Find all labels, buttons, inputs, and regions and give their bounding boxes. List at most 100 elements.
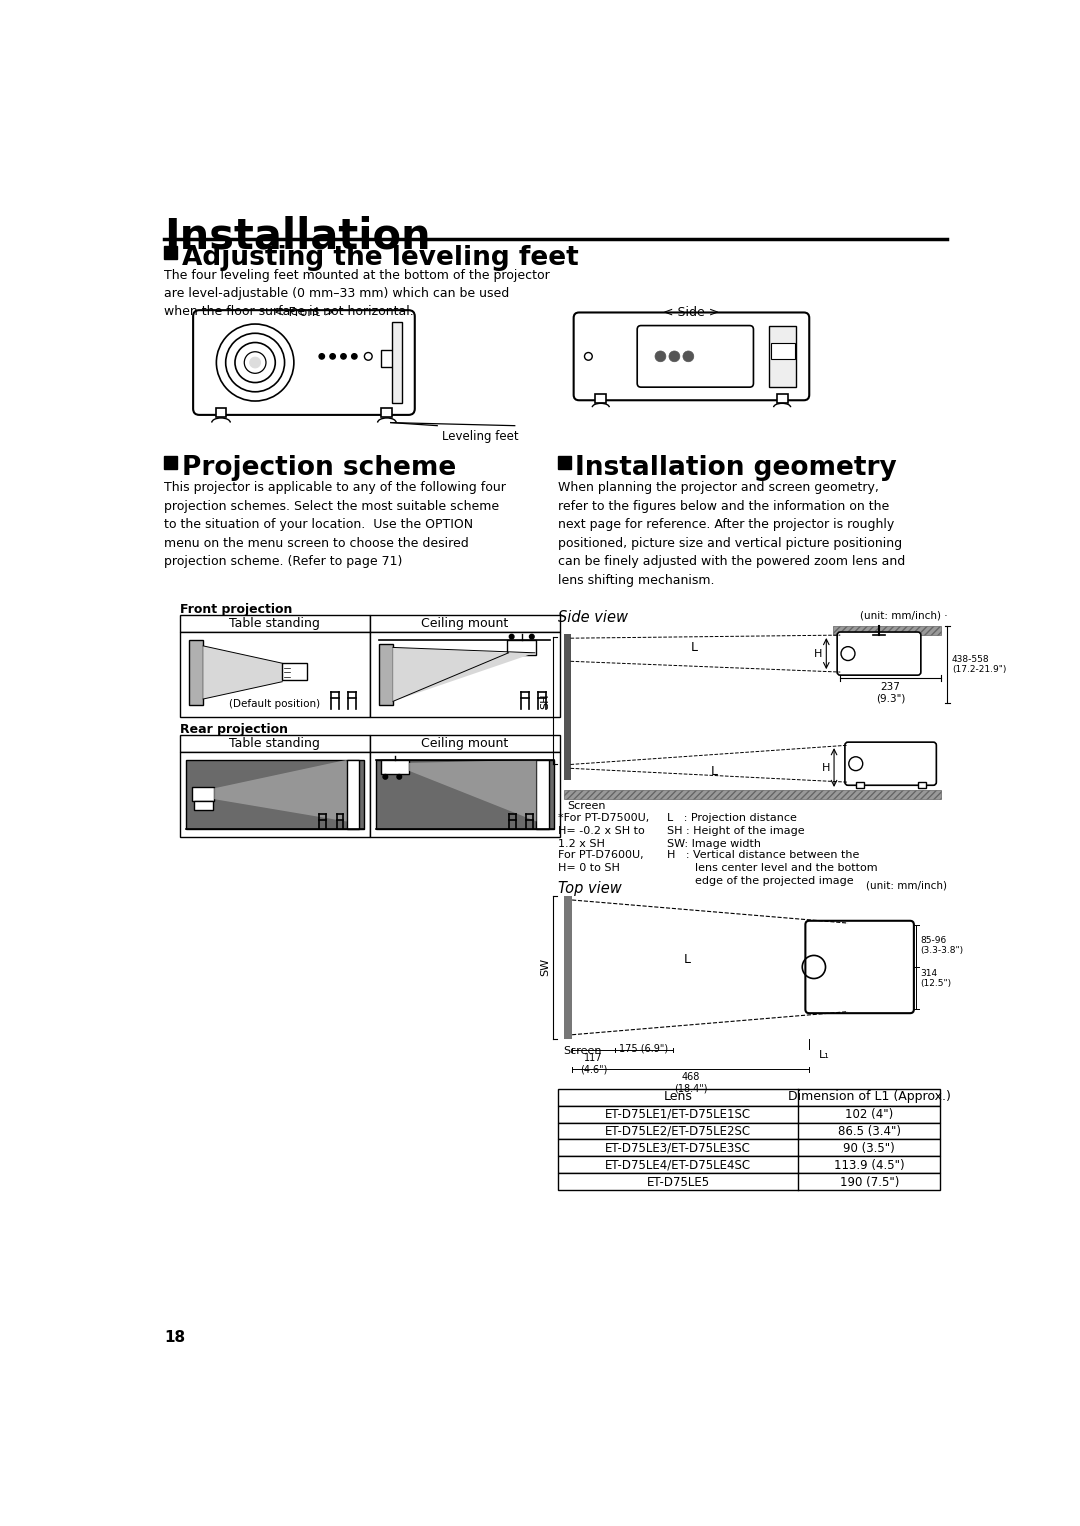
Bar	[565, 790, 941, 800]
Bar	[771, 342, 795, 360]
Text: Projection scheme: Projection scheme	[181, 455, 456, 481]
Text: 86.5 (3.4"): 86.5 (3.4")	[838, 1125, 901, 1138]
Bar	[855, 783, 864, 787]
Text: Table standing: Table standing	[229, 737, 321, 749]
Circle shape	[656, 351, 666, 362]
Text: 90 (3.5"): 90 (3.5")	[843, 1141, 895, 1155]
Bar	[558, 456, 570, 468]
Bar	[381, 349, 399, 368]
Text: Table standing: Table standing	[229, 617, 321, 630]
Text: ET-D75LE5: ET-D75LE5	[647, 1175, 710, 1189]
Bar	[507, 639, 537, 655]
Text: 18: 18	[164, 1331, 186, 1346]
Text: Ceiling mount: Ceiling mount	[421, 617, 509, 630]
Bar	[565, 896, 572, 1039]
Circle shape	[329, 354, 335, 359]
Circle shape	[397, 775, 402, 780]
FancyBboxPatch shape	[806, 920, 914, 1013]
Text: Lens: Lens	[664, 1090, 692, 1103]
Bar	[180, 615, 369, 632]
Text: < Front >: < Front >	[273, 307, 334, 319]
Text: 102 (4"): 102 (4")	[846, 1108, 893, 1122]
Text: 468
(18.4"): 468 (18.4")	[674, 1071, 707, 1093]
Text: ET-D75LE1/ET-D75LE1SC: ET-D75LE1/ET-D75LE1SC	[605, 1108, 752, 1122]
Text: L   : Projection distance
SH : Height of the image
SW: Image width: L : Projection distance SH : Height of t…	[666, 813, 805, 850]
Text: Screen: Screen	[563, 1047, 602, 1056]
Text: 237
(9.3"): 237 (9.3")	[876, 682, 905, 703]
Text: < Side >: < Side >	[663, 307, 719, 319]
Bar	[369, 736, 559, 752]
Text: Installation geometry: Installation geometry	[576, 455, 897, 481]
Text: *For PT-D7500U,
H= -0.2 x SH to
1.2 x SH: *For PT-D7500U, H= -0.2 x SH to 1.2 x SH	[558, 813, 649, 850]
Text: Ceiling mount: Ceiling mount	[421, 737, 509, 749]
Bar	[558, 1173, 941, 1190]
Text: H: H	[814, 649, 823, 659]
FancyBboxPatch shape	[193, 310, 415, 415]
Text: 117
(4.6"): 117 (4.6")	[580, 1053, 607, 1074]
Text: L: L	[691, 641, 698, 655]
Text: Rear projection: Rear projection	[180, 723, 288, 736]
Bar	[558, 1140, 941, 1157]
Text: When planning the projector and screen geometry,
refer to the figures below and : When planning the projector and screen g…	[558, 481, 905, 586]
Text: 190 (7.5"): 190 (7.5")	[839, 1175, 899, 1189]
Text: The four leveling feet mounted at the bottom of the projector
are level-adjustab: The four leveling feet mounted at the bo…	[164, 270, 550, 319]
Bar	[595, 394, 606, 403]
Text: Side view: Side view	[558, 610, 629, 626]
Text: ET-D75LE3/ET-D75LE3SC: ET-D75LE3/ET-D75LE3SC	[605, 1141, 752, 1155]
Bar	[558, 1157, 941, 1173]
Bar	[777, 394, 787, 403]
Circle shape	[352, 354, 357, 359]
Polygon shape	[408, 760, 537, 821]
Bar	[565, 633, 570, 780]
Text: Leveling feet: Leveling feet	[442, 429, 518, 443]
Text: (unit: mm/inch): (unit: mm/inch)	[866, 881, 947, 891]
Bar	[558, 1088, 941, 1105]
Bar	[537, 760, 549, 829]
Bar	[558, 1105, 941, 1123]
Circle shape	[319, 354, 324, 359]
Circle shape	[510, 635, 514, 639]
Text: H   : Vertical distance between the
        lens center level and the bottom
   : H : Vertical distance between the lens c…	[666, 850, 877, 887]
Text: L: L	[684, 954, 690, 966]
Text: ET-D75LE2/ET-D75LE2SC: ET-D75LE2/ET-D75LE2SC	[605, 1125, 752, 1138]
Bar	[918, 783, 926, 787]
Bar	[164, 456, 177, 468]
Bar	[347, 760, 359, 829]
Text: 175 (6.9"): 175 (6.9")	[619, 1044, 669, 1054]
Text: Installation: Installation	[164, 215, 431, 258]
Bar	[379, 644, 393, 705]
Text: 113.9 (4.5"): 113.9 (4.5")	[834, 1158, 905, 1172]
Bar	[180, 752, 369, 836]
FancyBboxPatch shape	[573, 313, 809, 400]
Text: 314
(12.5"): 314 (12.5")	[920, 969, 951, 989]
Bar	[180, 736, 369, 752]
Bar	[769, 325, 796, 388]
Bar	[180, 632, 369, 717]
FancyBboxPatch shape	[837, 632, 921, 674]
Bar	[380, 760, 408, 774]
Text: Screen: Screen	[567, 801, 606, 810]
Bar	[192, 787, 214, 801]
Text: For PT-D7600U,
H= 0 to SH: For PT-D7600U, H= 0 to SH	[558, 850, 644, 873]
Bar	[376, 760, 554, 829]
Circle shape	[669, 351, 679, 362]
Text: (Default position): (Default position)	[229, 699, 321, 710]
Text: SH: SH	[540, 693, 551, 708]
Bar	[282, 664, 307, 681]
Text: (unit: mm/inch) ·: (unit: mm/inch) ·	[860, 610, 947, 621]
Bar	[216, 407, 227, 417]
Text: 438-558
(17.2-21.9"): 438-558 (17.2-21.9")	[951, 655, 1007, 674]
Bar	[194, 801, 213, 810]
Circle shape	[383, 775, 388, 780]
Text: Dimension of L1 (Approx.): Dimension of L1 (Approx.)	[788, 1090, 950, 1103]
Bar	[369, 752, 559, 836]
Bar	[189, 639, 203, 705]
Polygon shape	[214, 760, 347, 821]
Polygon shape	[393, 647, 535, 702]
FancyBboxPatch shape	[845, 742, 936, 786]
Circle shape	[249, 357, 260, 368]
Bar	[164, 246, 177, 258]
Bar	[369, 615, 559, 632]
Circle shape	[683, 351, 693, 362]
FancyBboxPatch shape	[637, 325, 754, 388]
